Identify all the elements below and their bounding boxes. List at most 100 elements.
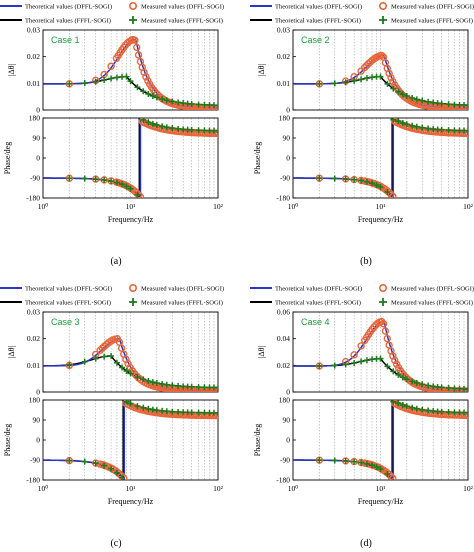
legend-label-meas_fffl: Measured values (FFFL-SOGI) xyxy=(141,18,223,25)
x-tick-label: 10² xyxy=(463,484,474,493)
measured-fffl-phase-point xyxy=(92,176,99,183)
phase-ytick-label: 180 xyxy=(29,396,41,405)
measured-dffl-phase-point xyxy=(464,129,468,138)
measured-dffl-mag-point xyxy=(383,334,391,343)
case-label: Case 4 xyxy=(301,317,330,327)
phase-ytick-label: -90 xyxy=(30,456,40,465)
measured-fffl-phase-point xyxy=(188,126,195,133)
mag-axes-frame xyxy=(42,29,219,111)
mag-ytick-label: 0.01 xyxy=(277,79,290,88)
measured-fffl-phase-point xyxy=(384,471,391,478)
phase-plot-area xyxy=(43,118,218,198)
measured-fffl-phase-point xyxy=(134,191,141,198)
measured-fffl-mag-point xyxy=(159,96,166,103)
measured-fffl-phase-point xyxy=(215,127,218,134)
theory-dffl-mag-curve xyxy=(43,38,218,109)
mag-ytick-label: 0 xyxy=(286,388,290,397)
measured-fffl-phase-point xyxy=(358,459,365,466)
measured-fffl-mag-point xyxy=(451,385,458,392)
measured-fffl-mag-point xyxy=(119,364,126,371)
measured-fffl-mag-point xyxy=(175,99,182,106)
mag-ytick-label: 0.01 xyxy=(27,361,40,370)
measured-fffl-phase-point xyxy=(175,409,182,416)
measured-dffl-mag-point xyxy=(131,36,139,44)
measured-fffl-phase-point xyxy=(169,125,176,132)
panel-d: Theoretical values (DFFL-SOGI) Measured v… xyxy=(250,283,474,549)
measured-fffl-phase-point xyxy=(127,185,134,192)
measured-fffl-mag-point xyxy=(377,355,384,362)
legend-label-meas_fffl: Measured values (FFFL-SOGI) xyxy=(391,18,473,25)
measured-fffl-mag-point xyxy=(384,363,391,370)
measured-fffl-phase-point xyxy=(395,118,402,125)
phase-ylabel: Phase/deg xyxy=(3,424,12,456)
case-label: Case 1 xyxy=(51,35,80,45)
measured-fffl-mag-point xyxy=(425,382,432,389)
measured-fffl-phase-point xyxy=(351,458,358,465)
measured-fffl-mag-point xyxy=(413,379,420,386)
measured-fffl-mag-point xyxy=(195,384,202,391)
x-tick-label: 10⁰ xyxy=(38,484,49,493)
measured-fffl-phase-point xyxy=(331,175,338,182)
measured-fffl-mag-point xyxy=(445,101,452,108)
measured-fffl-phase-point xyxy=(413,405,420,412)
legend-swatch-meas_dffl xyxy=(379,283,388,293)
x-axis-label: Frequency/Hz xyxy=(108,497,154,506)
measured-dffl-mag-point xyxy=(151,88,159,96)
mag-ytick-label: 0 xyxy=(36,106,40,115)
measured-fffl-mag-point xyxy=(390,368,397,375)
measured-fffl-phase-point xyxy=(403,121,410,128)
legend-swatch-meas_dffl xyxy=(129,1,138,11)
legend-swatch-meas_dffl xyxy=(129,283,138,293)
mag-ytick-label: 0.04 xyxy=(277,334,290,343)
measured-fffl-mag-point xyxy=(127,370,134,377)
mag-ylabel: |Δθ| xyxy=(7,346,16,358)
legend-swatch-meas_fffl xyxy=(129,298,137,306)
mag-plot-area xyxy=(293,51,468,110)
subfigure-label: (d) xyxy=(360,538,372,549)
measured-fffl-mag-point xyxy=(163,97,170,104)
measured-fffl-phase-point xyxy=(342,175,349,182)
measured-dffl-mag-point xyxy=(385,69,393,78)
measured-fffl-mag-point xyxy=(351,77,358,84)
measured-fffl-mag-point xyxy=(215,384,218,391)
phase-ytick-label: 90 xyxy=(33,416,41,425)
measured-fffl-phase-point xyxy=(377,466,384,473)
mag-ytick-label: 0.02 xyxy=(27,52,40,61)
measured-fffl-phase-point xyxy=(465,409,468,416)
case-label: Case 2 xyxy=(301,35,330,45)
measured-fffl-mag-point xyxy=(66,361,73,368)
phase-plot-area xyxy=(43,400,218,480)
measured-fffl-mag-point xyxy=(465,102,468,109)
measured-fffl-mag-point xyxy=(195,101,202,108)
measured-fffl-mag-point xyxy=(145,90,152,97)
mag-ytick-label: 0.01 xyxy=(27,79,40,88)
measured-dffl-mag-point xyxy=(142,73,150,81)
phase-ytick-label: -180 xyxy=(26,476,40,485)
measured-fffl-phase-point xyxy=(113,179,120,186)
measured-fffl-mag-point xyxy=(403,92,410,99)
measured-fffl-phase-point xyxy=(127,400,134,407)
phase-ytick-label: 0 xyxy=(286,436,290,445)
measured-fffl-phase-point xyxy=(81,458,88,465)
measured-fffl-phase-point xyxy=(123,183,130,190)
x-axis-label: Frequency/Hz xyxy=(358,215,404,224)
measured-fffl-mag-point xyxy=(81,358,88,365)
mag-ytick-label: 0.03 xyxy=(27,308,40,317)
measured-dffl-mag-point xyxy=(133,43,141,52)
measured-fffl-mag-point xyxy=(425,98,432,105)
mag-axes-frame xyxy=(292,29,469,111)
measured-fffl-phase-point xyxy=(140,404,147,411)
measured-dffl-mag-point xyxy=(98,344,106,352)
measured-fffl-phase-point xyxy=(66,457,73,464)
measured-fffl-phase-point xyxy=(153,122,160,129)
measured-fffl-mag-point xyxy=(92,355,99,362)
measured-fffl-phase-point xyxy=(445,409,452,416)
measured-fffl-mag-point xyxy=(409,378,416,385)
measured-fffl-phase-point xyxy=(351,176,358,183)
measured-fffl-mag-point xyxy=(127,78,134,85)
measured-fffl-mag-point xyxy=(403,376,410,383)
measured-fffl-phase-point xyxy=(163,124,170,131)
measured-fffl-mag-point xyxy=(342,361,349,368)
measured-dffl-phase-point xyxy=(389,192,397,198)
